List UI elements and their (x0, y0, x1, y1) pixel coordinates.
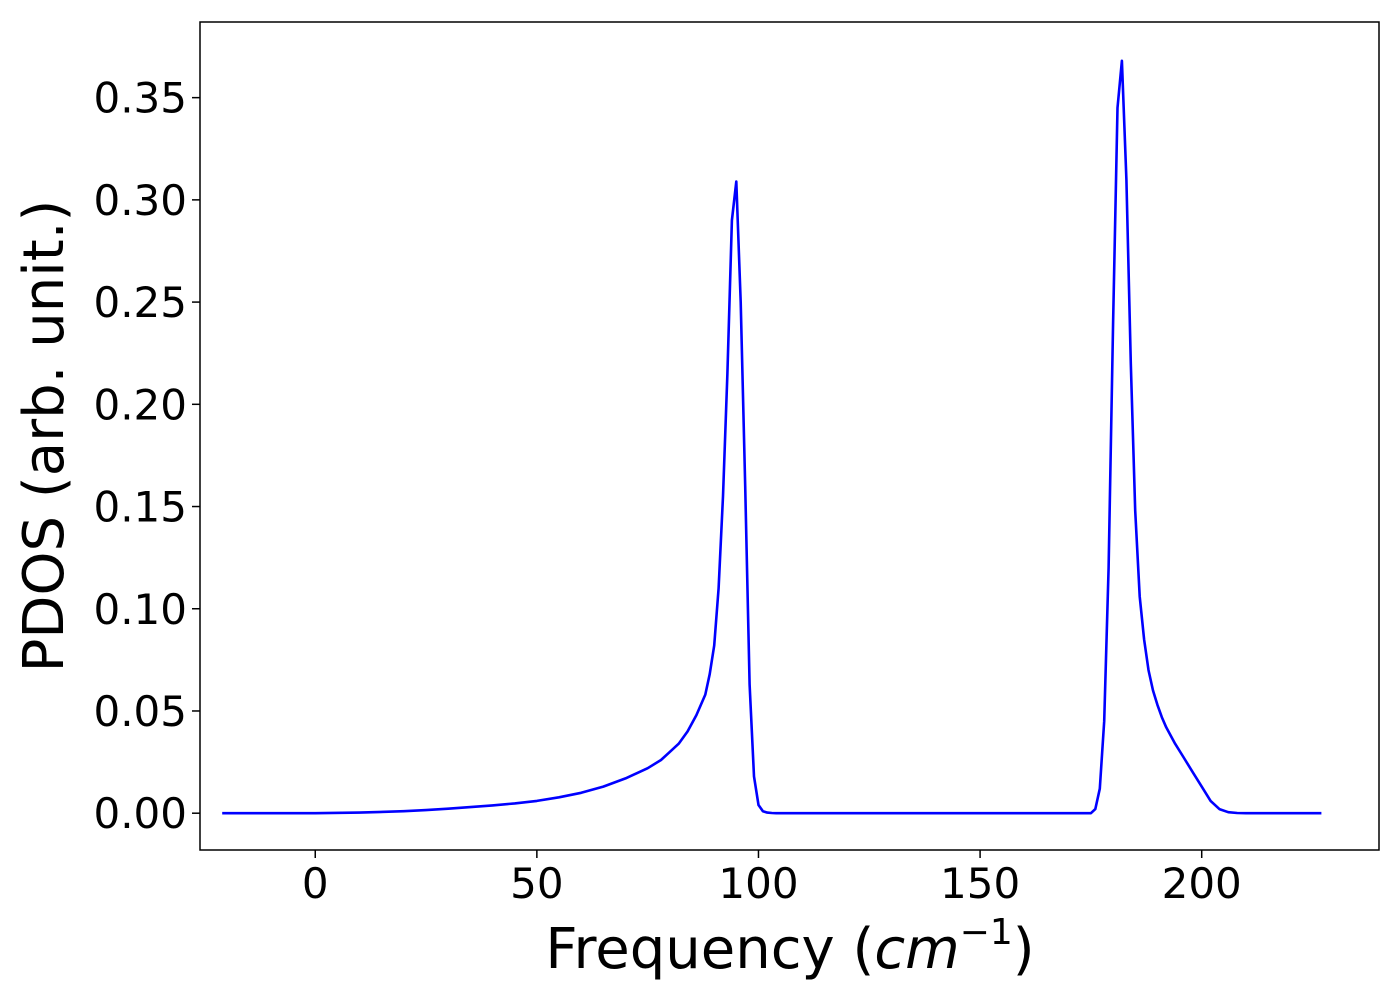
x-axis-title-unit: cm (874, 917, 959, 982)
y-axis-title: PDOS (arb. unit.) (12, 200, 77, 673)
x-tick-label: 150 (940, 859, 1020, 908)
y-tick-label: 0.05 (93, 687, 187, 736)
x-axis-title: Frequency (cm−1) (545, 912, 1034, 982)
x-axis-ticks: 0 50 100 150 200 (302, 850, 1242, 908)
plot-frame (199, 21, 1380, 851)
y-tick-label: 0.15 (93, 483, 187, 532)
x-tick-label: 100 (718, 859, 798, 908)
y-tick-label: 0.20 (93, 380, 187, 429)
x-tick-label: 200 (1162, 859, 1242, 908)
y-tick-label: 0.30 (93, 176, 187, 225)
y-axis-ticks: 0.00 0.05 0.10 0.15 0.20 0.25 0.30 0.35 (93, 74, 200, 838)
x-axis-title-close: ) (1013, 917, 1035, 982)
series-layer (222, 59, 1322, 815)
y-tick-label: 0.00 (93, 789, 187, 838)
x-tick-label: 0 (302, 859, 329, 908)
y-tick-label: 0.35 (93, 74, 187, 123)
x-axis-title-text: Frequency ( (545, 917, 874, 982)
x-tick-label: 50 (510, 859, 563, 908)
pdos-series-line (222, 59, 1322, 815)
y-tick-label: 0.10 (93, 585, 187, 634)
x-axis-title-exponent: −1 (960, 912, 1013, 953)
y-tick-label: 0.25 (93, 278, 187, 327)
